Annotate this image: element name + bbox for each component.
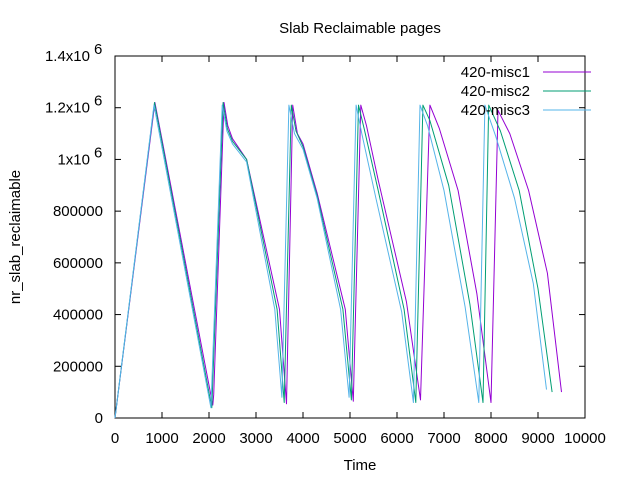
y-tick-label: 400000 — [53, 307, 103, 324]
x-tick-label: 3000 — [239, 430, 272, 447]
y-tick-label: 1.4x10 — [45, 48, 90, 65]
chart-title: Slab Reclaimable pages — [279, 20, 441, 37]
y-tick-label: 1.2x10 — [45, 100, 90, 117]
series-line-420-misc3 — [114, 104, 547, 419]
x-tick-label: 7000 — [427, 430, 460, 447]
y-axis-title: nr_slab_reclaimable — [7, 170, 24, 304]
x-tick-label: 10000 — [564, 430, 606, 447]
y-tick-label: 200000 — [53, 358, 103, 375]
y-tick-label: 800000 — [53, 203, 103, 220]
x-tick-label: 1000 — [145, 430, 178, 447]
legend-label: 420-misc2 — [461, 83, 530, 100]
series-lines — [114, 102, 562, 419]
y-tick-exponent: 6 — [94, 144, 102, 161]
x-tick-label: 8000 — [474, 430, 507, 447]
legend: 420-misc1 420-misc2 420-misc3 — [461, 64, 591, 119]
series-line-420-misc1 — [114, 102, 562, 419]
y-tick-label: 600000 — [53, 255, 103, 272]
x-tick-label: 9000 — [521, 430, 554, 447]
y-tick-exponent: 6 — [94, 93, 102, 110]
y-tick-label: 0 — [95, 410, 103, 427]
x-axis-title: Time — [344, 457, 377, 474]
legend-label: 420-misc3 — [461, 102, 530, 119]
y-tick-exponent: 6 — [94, 41, 102, 58]
series-line-420-misc2 — [114, 102, 553, 419]
x-tick-label: 0 — [111, 430, 119, 447]
x-tick-label: 2000 — [192, 430, 225, 447]
x-tick-label: 5000 — [333, 430, 366, 447]
x-tick-label: 4000 — [286, 430, 319, 447]
x-tick-label: 6000 — [380, 430, 413, 447]
legend-label: 420-misc1 — [461, 64, 530, 81]
x-axis: 0 1000 2000 3000 4000 5000 6000 7000 8000 9000 100… — [111, 56, 606, 447]
y-tick-label: 1x10 — [57, 151, 90, 168]
